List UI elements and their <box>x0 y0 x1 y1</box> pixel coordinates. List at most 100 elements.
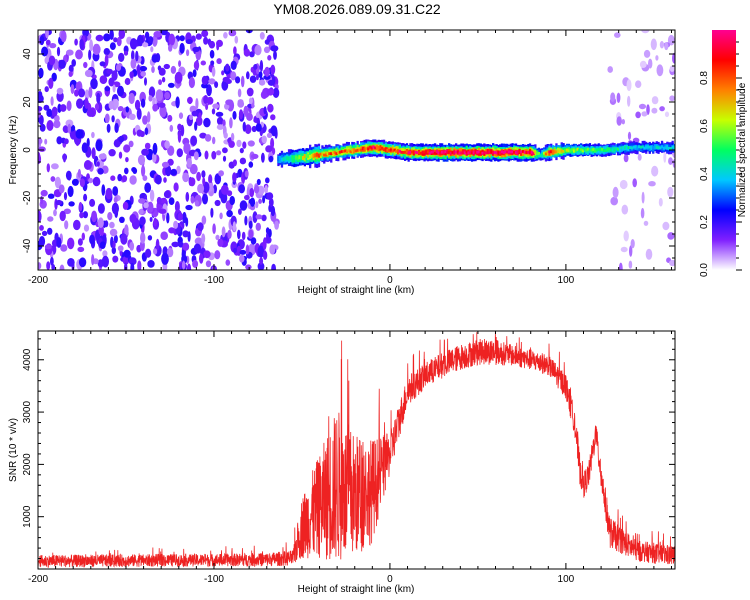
noise-cell <box>88 49 92 61</box>
noise-cell <box>108 149 116 157</box>
noise-cell <box>258 71 263 79</box>
signal-cell <box>418 151 421 155</box>
noise-cell <box>193 151 199 161</box>
signal-cell <box>645 145 648 149</box>
signal-cell <box>488 150 491 154</box>
noise-cell <box>59 264 65 270</box>
noise-cell <box>243 48 251 57</box>
noise-cell <box>158 208 167 214</box>
signal-cell <box>601 147 604 151</box>
signal-cell <box>518 150 521 154</box>
noise-cell <box>270 125 278 137</box>
noise-cell <box>119 216 125 223</box>
signal-cell <box>303 154 306 159</box>
signal-cell <box>625 147 628 151</box>
noise-cell <box>240 75 245 88</box>
noise-cell <box>38 210 42 223</box>
noise-cell <box>220 192 228 204</box>
noise-cell <box>161 140 165 148</box>
signal-cell <box>302 156 305 160</box>
noise-cell <box>38 106 43 112</box>
noise-cell <box>47 216 54 222</box>
noise-cell <box>232 110 237 120</box>
signal-cell <box>400 150 403 154</box>
signal-cell <box>534 151 537 154</box>
signal-cell <box>314 153 317 158</box>
noise-cell <box>179 42 185 54</box>
signal-cell <box>433 151 437 155</box>
noise-cell <box>109 228 118 237</box>
signal-cell <box>402 148 405 154</box>
noise-cell <box>651 165 659 177</box>
signal-cell <box>615 147 618 150</box>
noise-cell <box>51 264 56 270</box>
noise-cell <box>271 263 276 270</box>
noise-cell <box>106 68 113 75</box>
signal-cell <box>428 151 431 155</box>
spectrogram-x-ticks: -200 -100 0 100 <box>28 30 672 286</box>
signal-cell <box>439 151 442 155</box>
noise-cell <box>216 42 220 51</box>
noise-cell <box>71 178 79 186</box>
noise-cell <box>144 77 147 86</box>
noise-cell <box>212 223 216 234</box>
signal-cell <box>618 146 621 150</box>
signal-cell <box>504 150 507 154</box>
signal-cell <box>328 152 331 156</box>
y-tick-label: -20 <box>22 190 33 205</box>
noise-cell <box>188 177 196 187</box>
noise-cell <box>91 131 95 139</box>
noise-cell <box>257 262 265 270</box>
noise-cell <box>149 217 153 222</box>
noise-cell <box>161 161 170 168</box>
noise-cell <box>201 170 206 178</box>
signal-cell <box>338 150 342 154</box>
noise-cell <box>215 111 224 117</box>
noise-cell <box>67 185 74 198</box>
signal-cell <box>629 146 632 149</box>
noise-cell <box>86 109 95 117</box>
noise-cell <box>124 77 131 86</box>
noise-cell <box>626 79 632 92</box>
noise-cell <box>195 98 199 110</box>
noise-cell <box>210 60 215 66</box>
signal-cell <box>391 149 394 153</box>
signal-cell <box>555 150 558 154</box>
signal-cell <box>587 148 590 154</box>
noise-cell <box>268 198 274 207</box>
signal-cell <box>662 146 665 150</box>
noise-cell <box>211 66 216 77</box>
signal-cell <box>557 149 560 153</box>
signal-cell <box>404 150 407 154</box>
signal-cell <box>492 151 495 155</box>
noise-cell <box>92 176 101 187</box>
noise-cell <box>239 254 245 263</box>
signal-cell <box>657 146 660 150</box>
y-tick-label: 0 <box>22 147 33 153</box>
signal-cell <box>416 151 419 155</box>
noise-cell <box>77 168 81 178</box>
noise-cell <box>221 226 226 238</box>
noise-cell <box>83 193 88 202</box>
noise-cell <box>163 190 171 199</box>
signal-cell <box>493 151 497 154</box>
signal-cell <box>592 148 595 151</box>
noise-cell <box>51 163 59 170</box>
noise-cell <box>209 49 215 59</box>
noise-cell <box>185 217 189 227</box>
noise-cell <box>274 220 279 230</box>
noise-cell <box>641 30 650 34</box>
noise-cell <box>669 65 675 72</box>
noise-cell <box>89 198 96 207</box>
signal-cell <box>609 148 613 152</box>
signal-cell <box>333 151 336 155</box>
noise-cell <box>256 178 261 186</box>
noise-cell <box>178 60 182 67</box>
noise-cell <box>129 38 138 50</box>
signal-cell <box>569 149 572 153</box>
noise-cell <box>197 183 205 194</box>
noise-cell <box>141 148 150 156</box>
signal-cell <box>456 150 460 154</box>
signal-cell <box>613 148 616 152</box>
noise-cell <box>112 240 116 249</box>
